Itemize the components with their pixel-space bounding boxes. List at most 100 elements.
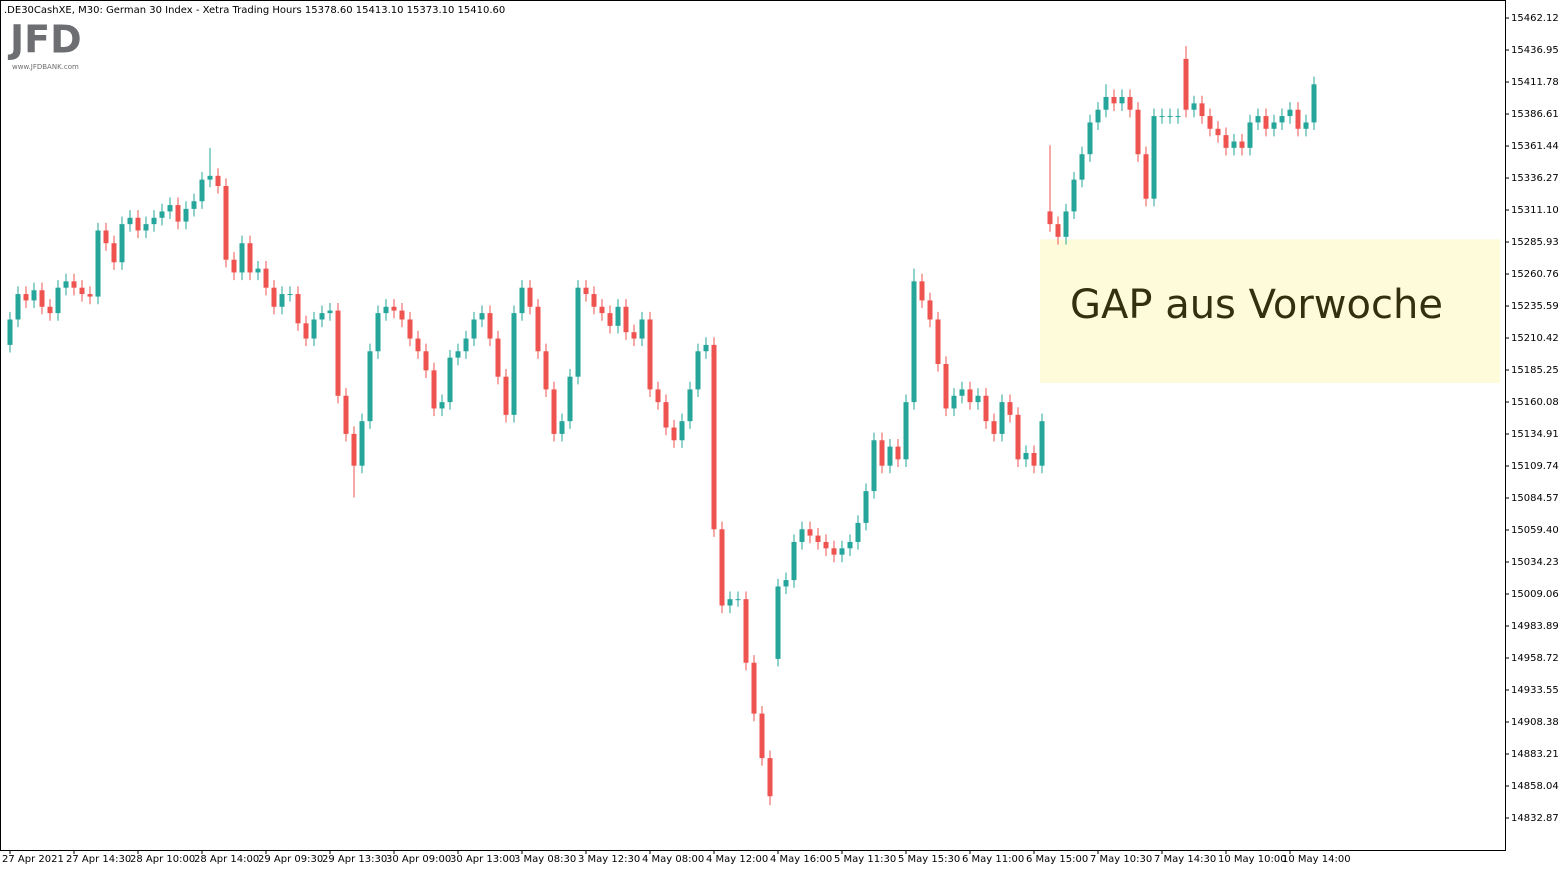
candle-body <box>1255 116 1261 123</box>
y-tick-label: 15034.23 <box>1511 557 1559 568</box>
y-tick-label: 15109.74 <box>1511 461 1559 472</box>
y-tick-label: 15436.95 <box>1511 45 1559 56</box>
candle-body <box>991 421 997 434</box>
candle-body <box>1087 122 1093 155</box>
y-tick-label: 15185.25 <box>1511 365 1559 376</box>
candle-body <box>463 338 469 352</box>
candle-body <box>95 230 101 297</box>
y-tick-label: 14983.89 <box>1511 621 1559 632</box>
candle-body <box>39 290 45 307</box>
x-tick-label: 27 Apr 14:30 <box>66 854 131 865</box>
candle-body <box>599 306 605 314</box>
candle-body <box>711 344 717 530</box>
candle-body <box>687 389 693 422</box>
x-tick-label: 27 Apr 2021 <box>2 854 64 865</box>
candle-body <box>1279 116 1285 123</box>
gap-zone <box>1040 239 1500 384</box>
candle-body <box>831 548 837 555</box>
y-tick-label: 14858.04 <box>1511 781 1559 792</box>
y-tick-label: 15160.08 <box>1511 397 1559 408</box>
candle-body <box>791 541 797 581</box>
candle-body <box>143 224 149 231</box>
candle-body <box>999 402 1005 434</box>
candle-body <box>1191 103 1197 110</box>
x-tick-label: 6 May 11:00 <box>962 854 1024 865</box>
candle-body <box>751 662 757 714</box>
candle-body <box>575 287 581 377</box>
candle-body <box>311 319 317 339</box>
y-tick-label: 15361.44 <box>1511 141 1559 152</box>
candle-body <box>951 395 957 409</box>
x-tick-label: 7 May 10:30 <box>1090 854 1152 865</box>
candle-body <box>1103 97 1109 110</box>
x-tick-label: 7 May 14:30 <box>1154 854 1216 865</box>
x-tick-label: 3 May 12:30 <box>578 854 640 865</box>
x-tick-label: 28 Apr 14:00 <box>194 854 259 865</box>
candle-body <box>647 319 653 390</box>
candle-body <box>407 319 413 339</box>
y-tick-label: 15411.78 <box>1511 77 1559 88</box>
candle-body <box>1207 116 1213 129</box>
candle-body <box>1047 211 1053 225</box>
candle-body <box>7 319 13 345</box>
candle-body <box>511 313 517 415</box>
candle-body <box>807 529 813 536</box>
candle-body <box>1119 97 1125 104</box>
chart-title: .DE30CashXE, M30: German 30 Index - Xetr… <box>4 5 505 16</box>
candle-body <box>479 313 485 320</box>
candle-body <box>191 201 197 209</box>
candle-body <box>151 217 157 225</box>
x-tick-label: 29 Apr 09:30 <box>258 854 323 865</box>
candle-body <box>367 351 373 422</box>
candle-body <box>959 389 965 396</box>
candle-body <box>815 535 821 542</box>
candle-body <box>519 287 525 314</box>
plot-frame <box>0 0 1506 851</box>
candle-body <box>471 319 477 339</box>
annotation-text: GAP aus Vorwoche <box>1070 282 1443 328</box>
y-tick-label: 14883.21 <box>1511 749 1559 760</box>
candle-body <box>103 230 109 244</box>
candle-body <box>1023 452 1029 460</box>
candle-body <box>263 268 269 288</box>
candle-body <box>183 208 189 222</box>
candle-body <box>1239 141 1245 148</box>
candle-body <box>703 344 709 352</box>
candle-body <box>423 351 429 371</box>
candle-body <box>207 175 213 180</box>
logo: JFD <box>7 18 82 62</box>
candle-body <box>839 548 845 555</box>
candle-body <box>1071 179 1077 212</box>
candle-body <box>375 313 381 352</box>
y-tick-label: 15260.76 <box>1511 269 1559 280</box>
candle-body <box>903 402 909 460</box>
candle-body <box>415 338 421 352</box>
x-tick-label: 5 May 11:30 <box>834 854 896 865</box>
candle-body <box>727 599 733 606</box>
candle-body <box>1295 109 1301 129</box>
candle-body <box>327 310 333 314</box>
candle-body <box>895 446 901 460</box>
y-tick-label: 15235.59 <box>1511 301 1559 312</box>
candle-body <box>607 313 613 326</box>
candle-body <box>391 306 397 311</box>
candle-body <box>1287 109 1293 117</box>
candle-body <box>695 351 701 390</box>
candle-body <box>87 294 93 297</box>
y-tick-label: 14958.72 <box>1511 653 1559 664</box>
x-tick-label: 30 Apr 09:00 <box>386 854 451 865</box>
candle-body <box>663 402 669 428</box>
candle-body <box>527 287 533 307</box>
x-tick-label: 4 May 08:00 <box>642 854 704 865</box>
candle-body <box>631 332 637 339</box>
candle-body <box>47 306 53 314</box>
y-tick-label: 15386.61 <box>1511 109 1559 120</box>
candle-body <box>319 313 325 320</box>
candle-body <box>487 313 493 339</box>
candle-body <box>247 243 253 273</box>
y-tick-label: 14832.87 <box>1511 813 1559 824</box>
candle-body <box>1183 58 1189 110</box>
candle-body <box>567 376 573 422</box>
candle-body <box>551 389 557 434</box>
candle-body <box>1311 84 1317 123</box>
